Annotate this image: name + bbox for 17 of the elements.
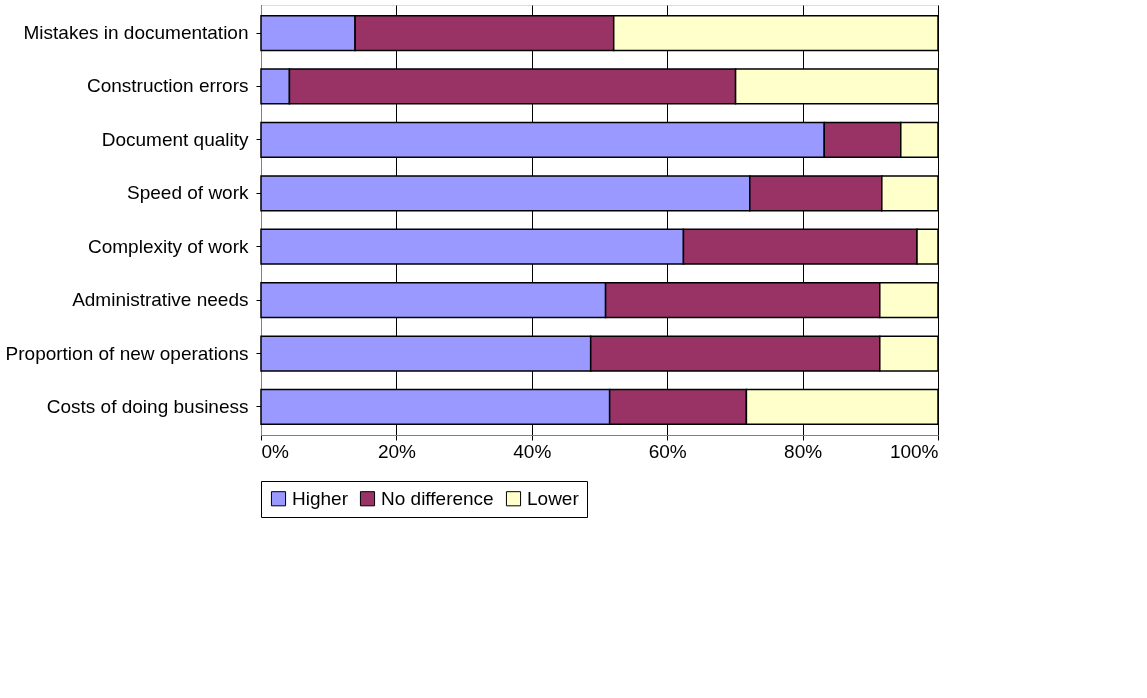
legend-label: Higher — [292, 487, 349, 509]
y-tick-label: Construction errors — [86, 75, 249, 97]
legend-label: Lower — [527, 487, 580, 509]
y-tick-label: Proportion of new operations — [5, 342, 249, 364]
y-tick-label: Mistakes in documentation — [23, 22, 249, 44]
x-tick-label: 60% — [648, 440, 687, 462]
y-tick-label: Administrative needs — [72, 289, 249, 311]
x-tick-label: 100% — [889, 440, 939, 462]
x-tick-label: 20% — [377, 440, 417, 462]
y-tick-label: Complexity of work — [88, 235, 249, 257]
x-tick-label: 0% — [261, 440, 290, 462]
y-tick-label: Document quality — [101, 128, 249, 150]
y-tick-label: Speed of work — [127, 182, 249, 204]
x-tick-label: 40% — [513, 440, 552, 462]
x-tick-label: 80% — [784, 440, 823, 462]
y-tick-label: Costs of doing business — [46, 395, 249, 417]
legend-label: No difference — [381, 487, 494, 509]
